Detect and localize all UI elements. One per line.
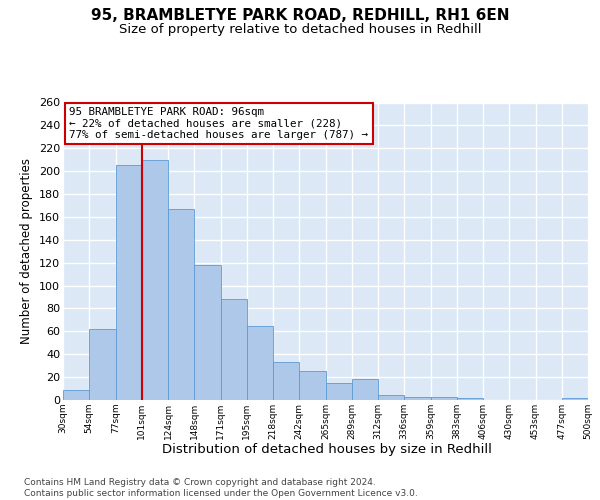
Bar — [352, 380, 378, 400]
Bar — [404, 396, 431, 400]
Bar — [221, 300, 247, 400]
Bar — [115, 166, 142, 400]
Text: Size of property relative to detached houses in Redhill: Size of property relative to detached ho… — [119, 22, 481, 36]
Text: 95, BRAMBLETYE PARK ROAD, REDHILL, RH1 6EN: 95, BRAMBLETYE PARK ROAD, REDHILL, RH1 6… — [91, 8, 509, 22]
Bar — [299, 372, 325, 400]
Bar — [457, 398, 483, 400]
Bar — [431, 396, 457, 400]
Bar — [89, 329, 115, 400]
Bar — [562, 398, 588, 400]
Y-axis label: Number of detached properties: Number of detached properties — [20, 158, 34, 344]
Bar — [63, 390, 89, 400]
Text: 95 BRAMBLETYE PARK ROAD: 96sqm
← 22% of detached houses are smaller (228)
77% of: 95 BRAMBLETYE PARK ROAD: 96sqm ← 22% of … — [70, 107, 368, 140]
Text: Contains HM Land Registry data © Crown copyright and database right 2024.
Contai: Contains HM Land Registry data © Crown c… — [24, 478, 418, 498]
Bar — [273, 362, 299, 400]
Bar — [142, 160, 168, 400]
Text: Distribution of detached houses by size in Redhill: Distribution of detached houses by size … — [162, 442, 492, 456]
Bar — [325, 383, 352, 400]
Bar — [168, 209, 194, 400]
Bar — [378, 396, 404, 400]
Bar — [247, 326, 273, 400]
Bar — [194, 265, 221, 400]
